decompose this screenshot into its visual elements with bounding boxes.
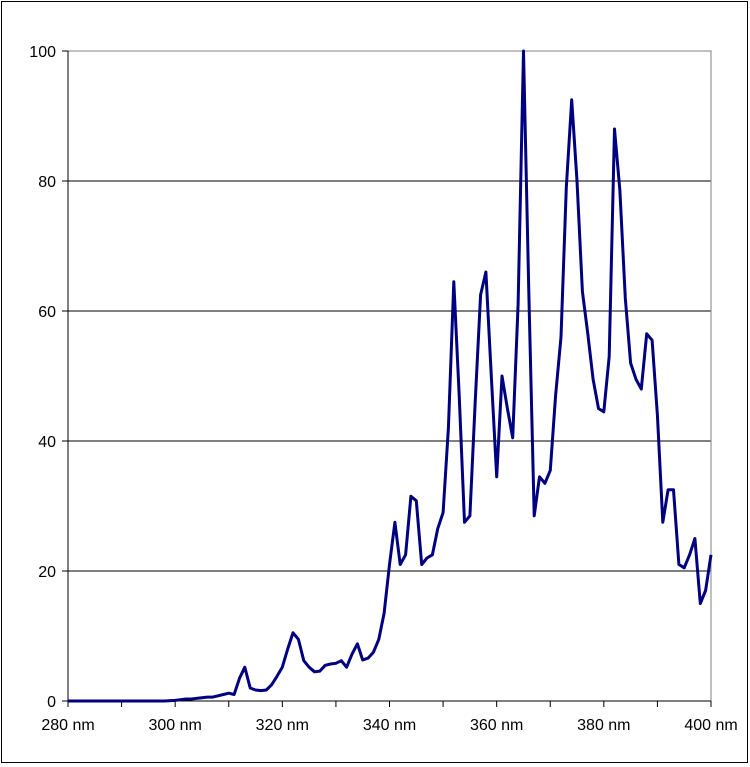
series-line — [68, 49, 713, 703]
x-tick-label: 340 nm — [363, 717, 416, 734]
y-tick-label: 40 — [38, 434, 56, 451]
x-tick-label: 300 nm — [148, 717, 201, 734]
y-tick-label: 100 — [29, 44, 56, 61]
y-tick-labels: 0 20 40 60 80 100 — [29, 44, 56, 711]
y-tick-label: 80 — [38, 174, 56, 191]
y-tick-label: 60 — [38, 304, 56, 321]
x-tick-labels: 280 nm 300 nm 320 nm 340 nm 360 nm 380 nm 400 … — [41, 717, 737, 734]
x-tick-label: 400 nm — [684, 717, 737, 734]
x-tick-label: 280 nm — [41, 717, 94, 734]
y-tick-label: 0 — [47, 694, 56, 711]
x-tick-label: 320 nm — [256, 717, 309, 734]
x-tick-label: 380 nm — [577, 717, 630, 734]
y-tick-label: 20 — [38, 564, 56, 581]
x-tick-label: 360 nm — [470, 717, 523, 734]
